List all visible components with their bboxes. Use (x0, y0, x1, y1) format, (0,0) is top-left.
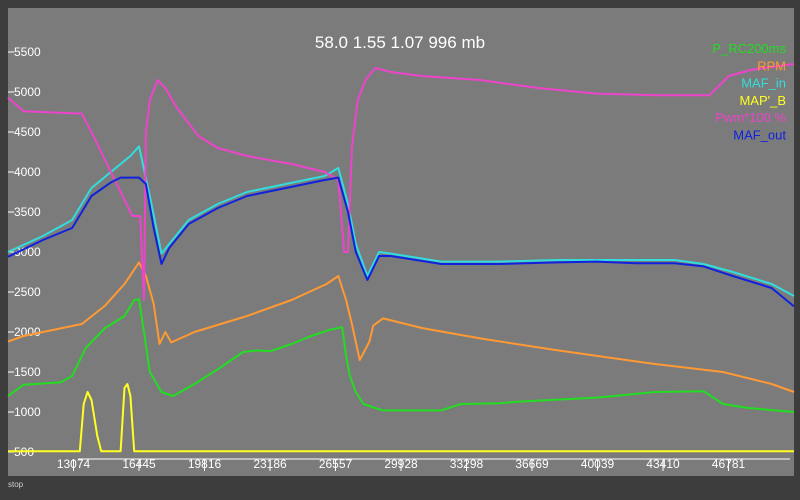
legend-entry: Pwm*100 % (715, 110, 786, 125)
x-tick-label: 23186 (253, 457, 287, 471)
x-tick-label: 36669 (515, 457, 549, 471)
series-line-2 (7, 145, 795, 297)
legend-entry: RPM (757, 58, 786, 73)
x-tick-label: 40039 (581, 457, 615, 471)
x-tick-label: 19816 (188, 457, 222, 471)
x-tick-label: 46781 (712, 457, 746, 471)
series-line-1 (7, 261, 795, 393)
series-line-4 (7, 63, 795, 301)
y-tick-label: 2000 (14, 325, 41, 339)
legend-entry: P_RC200ms (712, 41, 786, 56)
series-layer (7, 63, 795, 453)
y-tick-label: 5500 (14, 45, 41, 59)
status-text: stop (8, 480, 24, 489)
y-tick-label: 1500 (14, 365, 41, 379)
x-tick-label: 33298 (450, 457, 484, 471)
x-tick-label: 29928 (384, 457, 418, 471)
x-tick-label: 13074 (57, 457, 91, 471)
series-line-0 (7, 298, 795, 413)
legend-entry: MAF_out (733, 128, 786, 143)
x-tick-label: 26557 (319, 457, 353, 471)
y-tick-label: 4000 (14, 165, 41, 179)
x-tick-label: 16445 (122, 457, 156, 471)
y-tick-label: 3500 (14, 205, 41, 219)
y-tick-label: 2500 (14, 285, 41, 299)
y-axis: 5001000150020002500300035004000450050005… (8, 45, 41, 459)
x-tick-label: 43410 (646, 457, 680, 471)
y-tick-label: 1000 (14, 405, 41, 419)
y-tick-label: 3000 (14, 245, 41, 259)
legend: P_RC200ms RPM MAF_in MAP'_B Pwm*100 % MAF_out (712, 41, 786, 143)
x-axis: 13074 16445 19816 23186 26557 29928 33298 36669… (57, 457, 790, 471)
series-line-5 (7, 176, 795, 308)
header-readout: 58.0 1.55 1.07 996 mb (315, 33, 485, 52)
series-line-3 (8, 383, 794, 453)
legend-entry: MAP'_B (739, 93, 786, 108)
plot-background (8, 8, 794, 476)
legend-entry: MAF_in (741, 76, 786, 91)
y-tick-label: 4500 (14, 125, 41, 139)
y-tick-label: 5000 (14, 85, 41, 99)
